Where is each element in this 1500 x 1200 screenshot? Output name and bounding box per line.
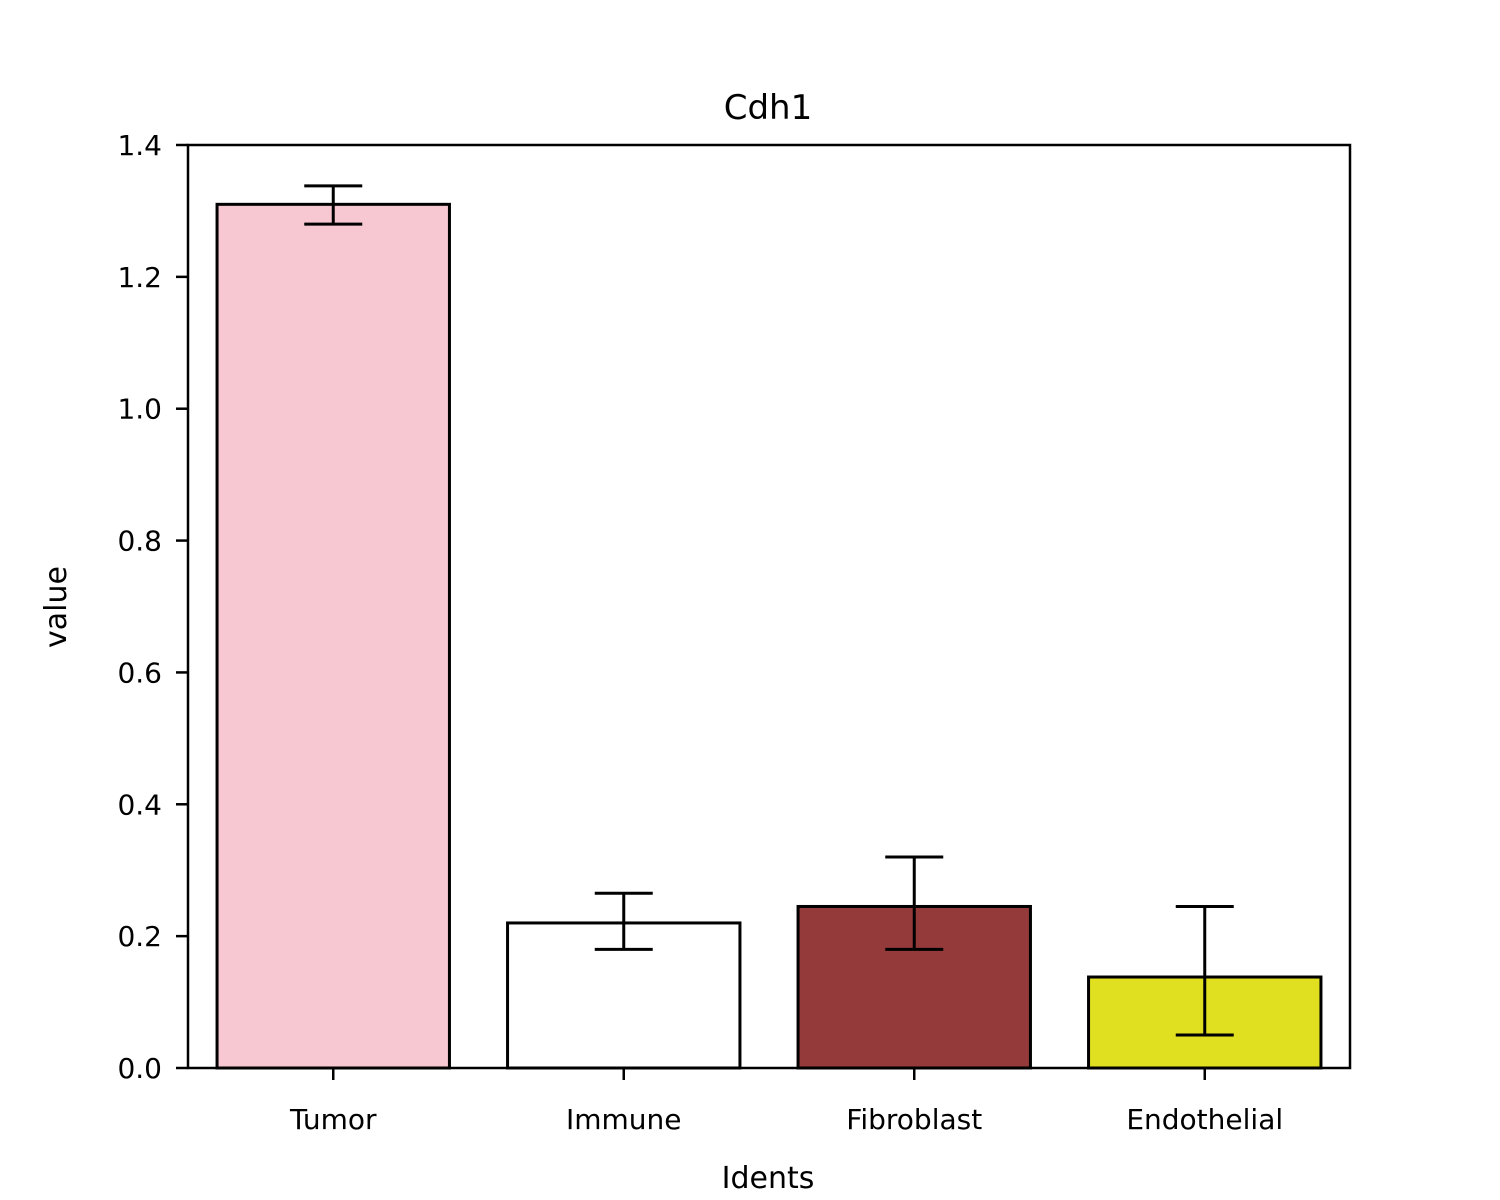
errorbars-group xyxy=(304,184,1234,1037)
bar-tumor xyxy=(215,202,451,1070)
x-tick-label-tumor: Tumor xyxy=(289,1103,377,1136)
x-tick-label-endothelial: Endothelial xyxy=(1126,1103,1283,1136)
x-axis-label: Idents xyxy=(722,1161,815,1196)
y-tick-label-2: 0.4 xyxy=(117,788,162,821)
plot-frame xyxy=(186,143,1352,1070)
y-tick-label-4: 0.8 xyxy=(117,525,162,558)
y-tick-label-7: 1.4 xyxy=(117,129,162,162)
x-axis: Tumor Immune Fibroblast Endothelial xyxy=(289,1068,1283,1136)
x-tick-label-fibroblast: Fibroblast xyxy=(846,1103,982,1136)
y-tick-label-0: 0.0 xyxy=(117,1052,162,1085)
y-tick-label-6: 1.2 xyxy=(117,261,162,294)
chart-title: Cdh1 xyxy=(724,88,813,128)
y-tick-label-1: 0.2 xyxy=(117,920,162,953)
y-tick-label-3: 0.6 xyxy=(117,656,162,689)
y-tick-label-5: 1.0 xyxy=(117,393,162,426)
bars-group xyxy=(215,202,1323,1070)
y-axis: 0.0 0.2 0.4 0.6 0.8 1.0 1.2 1.4 xyxy=(117,129,188,1085)
x-tick-label-immune: Immune xyxy=(566,1103,682,1136)
y-axis-label: value xyxy=(39,566,74,648)
